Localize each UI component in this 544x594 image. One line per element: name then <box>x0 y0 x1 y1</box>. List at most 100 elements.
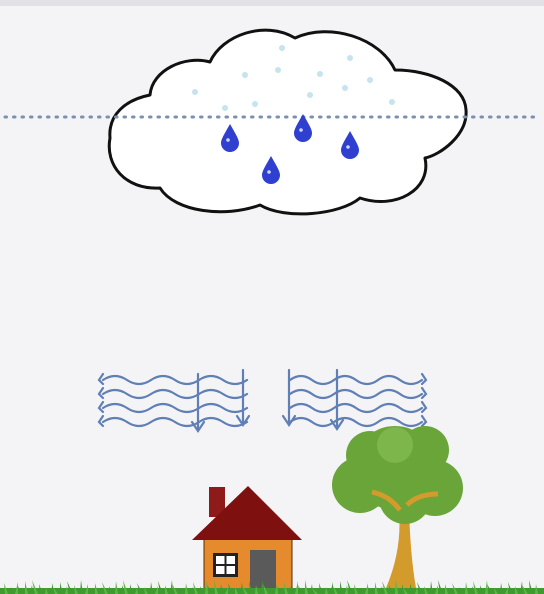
grass-blade <box>485 580 488 594</box>
ice-crystal <box>307 92 313 98</box>
grass-blade <box>438 580 443 594</box>
rain-drop-highlight <box>267 170 271 174</box>
grass-blade <box>400 584 403 594</box>
grass-blade <box>242 586 248 594</box>
grass-blade <box>18 586 23 594</box>
wind-wave <box>288 416 424 428</box>
grass-blade <box>30 585 33 594</box>
rain-drops <box>221 114 359 184</box>
grass-blade <box>345 585 348 594</box>
grass-blade <box>67 581 73 594</box>
grass-blade <box>200 586 203 594</box>
rain-drop-highlight <box>226 138 230 142</box>
wind-arrowhead <box>97 386 105 400</box>
ice-crystal <box>275 67 281 73</box>
house-roof <box>192 486 302 540</box>
grass-blade <box>25 581 28 594</box>
grass-blade <box>508 582 513 594</box>
grass-blade <box>228 583 233 594</box>
grass-blade <box>290 586 293 594</box>
grass-blade <box>190 587 193 594</box>
grass-blade <box>123 580 128 594</box>
grass-blade <box>473 581 478 594</box>
wind-wave <box>101 374 249 386</box>
grass <box>0 580 544 594</box>
cloud <box>107 28 468 216</box>
grass-blade <box>100 587 103 594</box>
rain-drop-icon <box>221 124 239 152</box>
grass-blade <box>382 581 388 594</box>
foliage-blob <box>379 472 431 524</box>
grass-blade <box>130 584 133 594</box>
grass-blade <box>424 586 428 594</box>
grass-blade <box>32 580 38 594</box>
grass-blade <box>225 588 228 594</box>
wind-arrowhead <box>420 372 428 386</box>
tree-branch <box>405 491 439 507</box>
grass-blade <box>333 586 338 594</box>
tree-trunk <box>375 466 429 588</box>
grass-blade <box>403 588 408 594</box>
grass-blade <box>417 582 423 594</box>
wind-wave <box>288 402 424 414</box>
grass-blade <box>480 585 483 594</box>
wind-arrowhead <box>235 414 251 427</box>
wind-arrowhead <box>97 372 105 386</box>
wind-group-right <box>281 368 428 431</box>
ice-crystal <box>347 55 353 61</box>
grass-blade <box>150 582 153 594</box>
grass-blade <box>205 581 208 594</box>
grass-blade <box>515 586 518 594</box>
grass-blade <box>535 584 538 594</box>
grass-blade <box>65 586 68 594</box>
grass-blade <box>312 588 318 594</box>
grass-blade <box>365 583 368 594</box>
grass-blade <box>88 588 93 594</box>
grass-blade <box>185 583 188 594</box>
ice-crystal <box>342 85 348 91</box>
grass-blade <box>4 583 8 594</box>
grass-blade <box>179 588 183 594</box>
grass-blade <box>450 588 453 594</box>
grass-blade <box>45 588 48 594</box>
grass-blade <box>529 580 533 594</box>
ice-crystal <box>252 101 258 107</box>
grass-base <box>0 588 544 594</box>
grass-blade <box>263 584 268 594</box>
wind-wave <box>101 402 249 414</box>
ice-crystal <box>222 105 228 111</box>
grass-blade <box>470 586 473 594</box>
grass-blade <box>368 587 373 594</box>
grass-blade <box>144 587 148 594</box>
top-strip <box>0 0 544 6</box>
wind-wave <box>288 388 424 400</box>
grass-blade <box>275 583 278 594</box>
grass-blade <box>375 582 378 594</box>
tree-branch <box>371 489 402 512</box>
grass-blade <box>494 588 498 594</box>
grass-blade <box>340 581 343 594</box>
rain-drop-highlight <box>346 145 350 149</box>
wind-arrowhead <box>420 386 428 400</box>
grass-blade <box>165 585 168 594</box>
grass-blade <box>380 586 383 594</box>
ice-crystals <box>192 45 395 111</box>
grass-blade <box>172 584 178 594</box>
wind-arrowhead <box>97 400 105 414</box>
grass-blade <box>500 583 503 594</box>
grass-blade <box>235 587 238 594</box>
grass-blade <box>295 581 298 594</box>
grass-blade <box>80 580 83 594</box>
grass-blade <box>452 583 458 594</box>
grass-blade <box>137 583 143 594</box>
grass-blade <box>102 582 108 594</box>
foliage-shadow <box>377 427 413 463</box>
grass-blade <box>270 588 273 594</box>
wind-arrowhead <box>190 420 206 433</box>
grass-blade <box>395 580 398 594</box>
grass-blade <box>39 584 43 594</box>
house-chimney <box>209 487 225 517</box>
window-pane <box>226 556 235 564</box>
grass-blade <box>120 585 123 594</box>
